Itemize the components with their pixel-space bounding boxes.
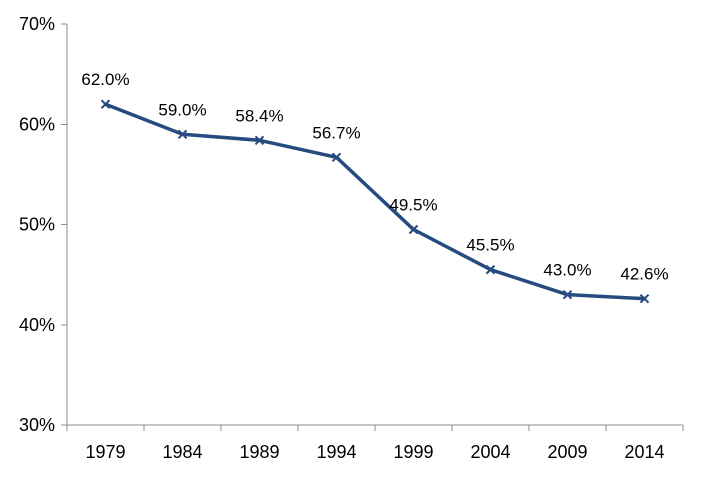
data-point-marker xyxy=(331,152,342,163)
y-tick-label: 30% xyxy=(19,415,55,435)
data-point-marker xyxy=(639,293,650,304)
y-tick-label: 50% xyxy=(19,215,55,235)
y-tick-label: 70% xyxy=(19,14,55,34)
x-tick-label: 1984 xyxy=(162,442,202,462)
y-tick-label: 60% xyxy=(19,114,55,134)
data-label: 43.0% xyxy=(543,261,591,280)
data-point-marker xyxy=(100,99,111,109)
data-point-marker xyxy=(485,264,496,275)
x-tick-label: 1989 xyxy=(239,442,279,462)
data-label: 49.5% xyxy=(389,196,437,215)
data-label: 45.5% xyxy=(466,236,514,255)
x-tick-label: 2009 xyxy=(547,442,587,462)
data-label: 59.0% xyxy=(158,100,206,119)
x-tick-label: 1999 xyxy=(393,442,433,462)
data-point-marker xyxy=(177,129,188,139)
data-point-marker xyxy=(562,289,573,300)
data-label: 42.6% xyxy=(620,265,668,284)
axes: 30% 40% 50% 60% 70% 1979 1984 1989 1994 1999 2004 2… xyxy=(19,14,684,462)
data-point-marker xyxy=(254,135,265,145)
x-tick-label: 2014 xyxy=(624,442,664,462)
y-tick-label: 40% xyxy=(19,315,55,335)
x-tick-label: 1994 xyxy=(316,442,356,462)
data-label-group: 62.0% 59.0% 58.4% 56.7% 49.5% 45.5% 43.0% 42.6% xyxy=(81,70,668,283)
data-label: 56.7% xyxy=(312,123,360,142)
data-point-marker xyxy=(408,224,419,235)
x-tick-label: 1979 xyxy=(85,442,125,462)
data-label: 62.0% xyxy=(81,70,129,89)
x-tick-label: 2004 xyxy=(470,442,510,462)
data-label: 58.4% xyxy=(235,106,283,125)
series-marker-group xyxy=(100,99,650,304)
series-line xyxy=(103,102,647,301)
series-line-group xyxy=(103,102,647,301)
